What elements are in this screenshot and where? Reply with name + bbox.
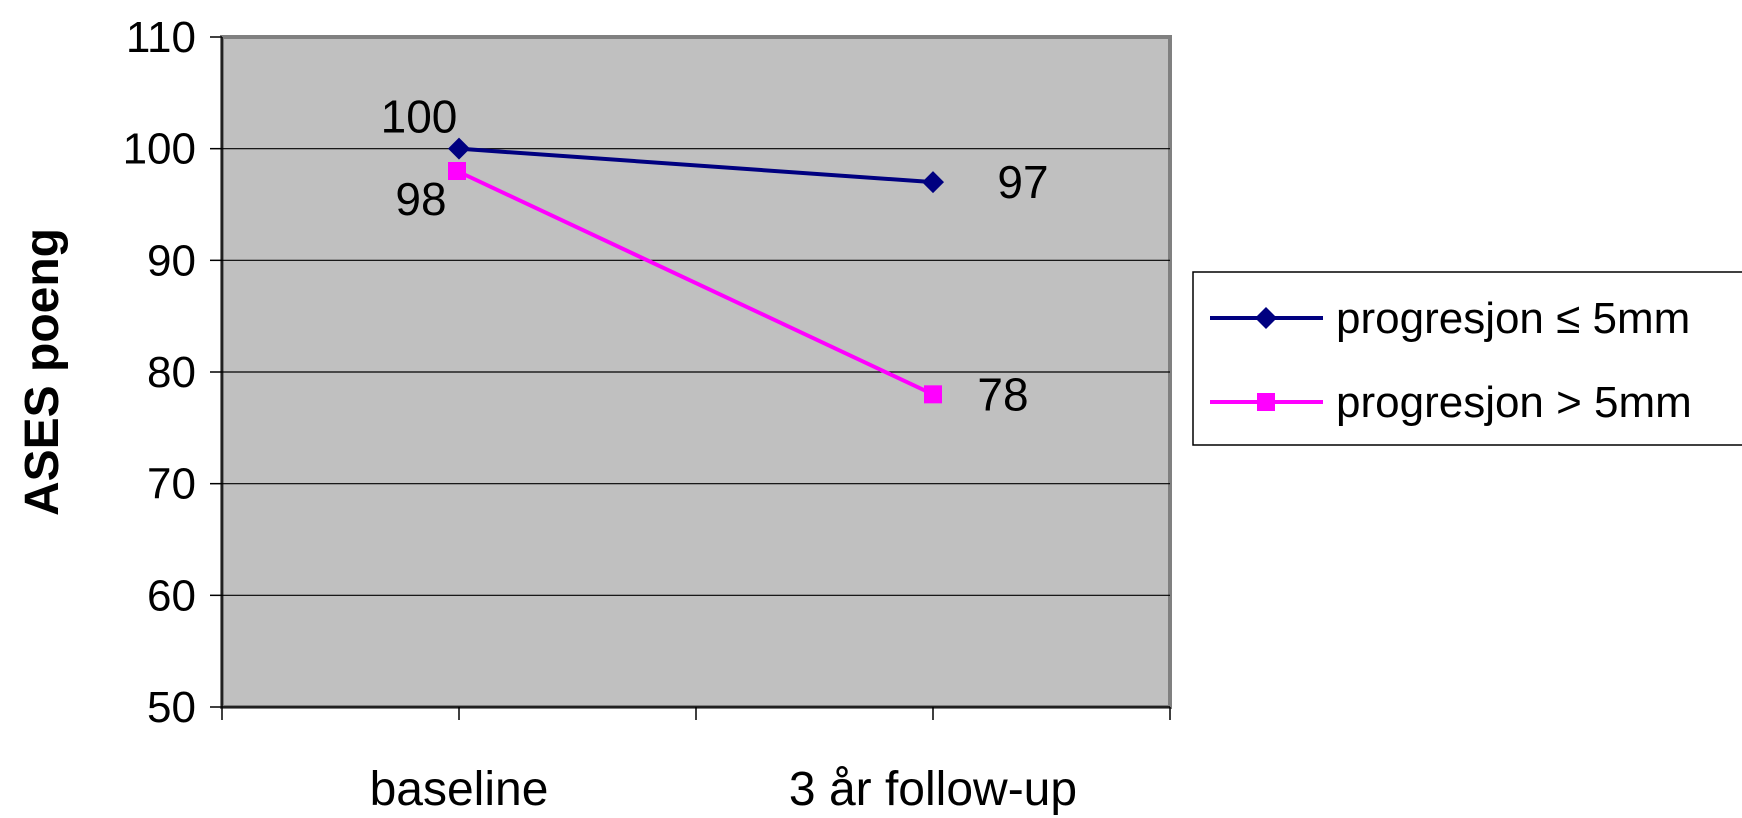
x-tick-label: baseline (370, 763, 549, 816)
y-axis-label: ASES poeng (16, 228, 69, 516)
data-label: 100 (381, 91, 458, 143)
legend-label: progresjon > 5mm (1336, 378, 1692, 427)
y-tick-label: 80 (147, 348, 196, 397)
series-line (456, 169, 934, 397)
y-tick-label: 90 (147, 236, 196, 285)
data-point (922, 171, 944, 194)
data-point (924, 385, 942, 404)
x-tick-label: 3 år follow-up (789, 763, 1077, 816)
y-tick-label: 50 (147, 683, 196, 732)
series-layer: 100 97 98 78 (381, 91, 1049, 421)
series-line (458, 146, 934, 185)
data-label: 78 (977, 368, 1028, 420)
legend-marker (1257, 393, 1275, 411)
data-label: 98 (395, 173, 446, 225)
y-tick-label: 70 (147, 460, 196, 509)
y-tick-label: 100 (123, 125, 196, 174)
data-label: 97 (997, 156, 1048, 208)
x-axis: baseline 3 år follow-up (221, 706, 1171, 816)
data-point (448, 137, 470, 160)
y-axis: 50 60 70 80 90 100 110 (123, 13, 223, 732)
y-tick-label: 60 (147, 571, 196, 620)
legend: progresjon ≤ 5mm progresjon > 5mm (1192, 271, 1742, 446)
legend-box (1192, 271, 1742, 446)
legend-marker (1255, 307, 1277, 329)
data-point (448, 162, 466, 180)
gridlines (222, 148, 1170, 596)
y-tick-label: 110 (126, 13, 196, 62)
legend-label: progresjon ≤ 5mm (1336, 294, 1690, 343)
